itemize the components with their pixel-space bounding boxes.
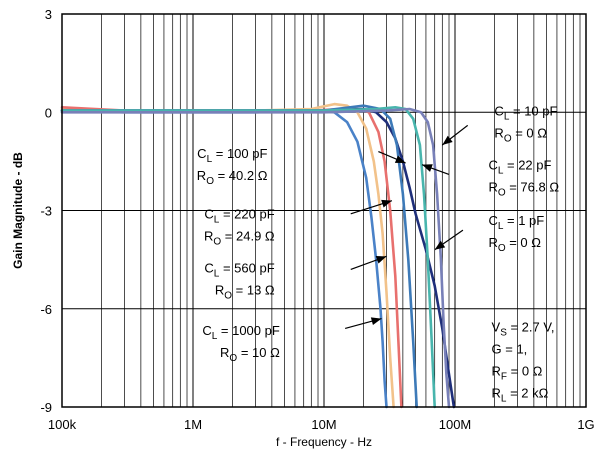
annotation-label: RO = 76.8 Ω bbox=[488, 180, 559, 199]
arrowhead bbox=[422, 164, 433, 172]
x-tick-label: 100k bbox=[48, 417, 77, 432]
x-tick-label: 1M bbox=[184, 417, 202, 432]
annotation-layer: CL = 10 pF RO = 0 Ω CL = 100 pF RO = 40.2 Ω… bbox=[197, 104, 560, 364]
y-tick-labels: 3 0 -3 -6 -9 bbox=[40, 7, 52, 415]
arrowhead bbox=[381, 199, 392, 208]
annotation-label: RO = 13 Ω bbox=[215, 283, 275, 302]
y-tick-label: -9 bbox=[40, 400, 52, 415]
annotation-3: CL = 22 pF RO = 76.8 Ω bbox=[421, 158, 559, 199]
arrowhead bbox=[370, 317, 382, 326]
annotation-label: CL = 22 pF bbox=[488, 158, 551, 177]
annotation-6: CL = 560 pF RO = 13 Ω bbox=[204, 255, 387, 302]
y-tick-label: 3 bbox=[45, 7, 52, 22]
x-tick-labels: 100k 1M 10M 100M 1G bbox=[48, 417, 595, 432]
annotation-5: CL = 1 pF RO = 0 Ω bbox=[434, 213, 544, 254]
y-tick-label: -3 bbox=[40, 204, 52, 219]
condition-line: G = 1, bbox=[492, 342, 528, 357]
series-line-7 bbox=[60, 107, 451, 409]
annotation-label: RO = 0 Ω bbox=[494, 126, 547, 145]
condition-line: RL = 2 kΩ bbox=[492, 386, 549, 405]
annotation-7: CL = 1000 pF RO = 10 Ω bbox=[202, 317, 382, 364]
annotation-label: RO = 10 Ω bbox=[220, 345, 280, 364]
y-tick-label: -6 bbox=[40, 302, 52, 317]
arrowhead bbox=[394, 155, 406, 164]
annotation-label: RO = 40.2 Ω bbox=[197, 168, 268, 187]
annotation-label: CL = 220 pF bbox=[204, 207, 274, 226]
arrowhead bbox=[442, 135, 453, 145]
annotation-label: CL = 100 pF bbox=[197, 146, 267, 165]
annotation-label: CL = 560 pF bbox=[204, 261, 274, 280]
annotation-label: CL = 10 pF bbox=[494, 104, 557, 123]
y-axis-title: Gain Magnitude - dB bbox=[11, 152, 25, 269]
x-tick-label: 1G bbox=[577, 417, 594, 432]
arrowhead bbox=[375, 256, 387, 264]
annotation-4: CL = 220 pF RO = 24.9 Ω bbox=[204, 199, 393, 248]
x-axis-title: f - Frequency - Hz bbox=[276, 435, 372, 449]
annotation-1: CL = 10 pF RO = 0 Ω bbox=[441, 104, 558, 146]
annotation-label: RO = 24.9 Ω bbox=[204, 229, 275, 248]
test-conditions: VS = 2.7 V, G = 1, RF = 0 Ω RL = 2 kΩ bbox=[492, 320, 555, 405]
annotation-label: CL = 1000 pF bbox=[202, 323, 280, 342]
annotation-label: RO = 0 Ω bbox=[488, 235, 541, 254]
arrowhead bbox=[434, 240, 446, 250]
annotation-label: CL = 1 pF bbox=[488, 213, 544, 232]
condition-line: RF = 0 Ω bbox=[492, 364, 543, 383]
series-layer bbox=[60, 102, 456, 409]
x-tick-label: 10M bbox=[311, 417, 336, 432]
y-tick-label: 0 bbox=[45, 105, 52, 120]
series-line-6 bbox=[60, 106, 437, 409]
annotation-2: CL = 100 pF RO = 40.2 Ω bbox=[197, 146, 406, 187]
x-tick-label: 100M bbox=[439, 417, 472, 432]
plot-frame bbox=[61, 13, 587, 408]
condition-line: VS = 2.7 V, bbox=[492, 320, 555, 339]
